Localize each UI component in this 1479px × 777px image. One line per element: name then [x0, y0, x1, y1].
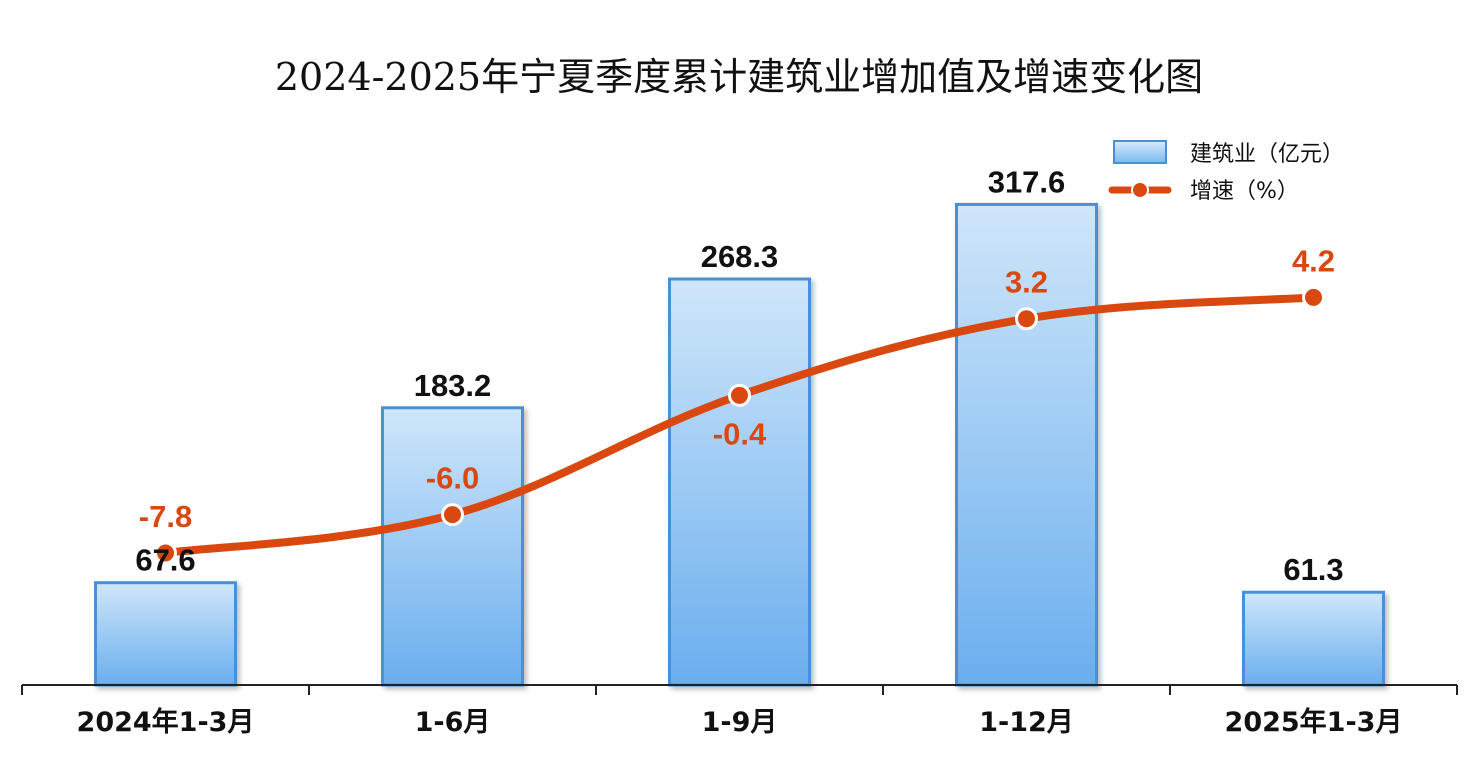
x-tick-label-4: 2025年1-3月: [1225, 706, 1403, 738]
bar-2: [668, 277, 811, 687]
bar-value-label-2: 268.3: [701, 239, 779, 274]
x-tick-label-1: 1-6月: [415, 707, 491, 738]
legend-line-marker: [1131, 181, 1149, 199]
x-tick-label-0: 2024年1-3月: [77, 706, 255, 738]
data-labels: 67.6 183.2 268.3 317.6 61.3 -7.8 -6.0 -0.4 3.2 4.…: [135, 164, 1343, 587]
chart-title: 2024-2025年宁夏季度累计建筑业增加值及增速变化图: [275, 55, 1203, 99]
bar-value-label-3: 317.6: [988, 164, 1066, 199]
bar-value-label-1: 183.2: [414, 368, 492, 403]
bar-3: [955, 202, 1098, 687]
growth-point-1: [441, 503, 464, 527]
growth-line-series: [154, 285, 1325, 565]
legend: 建筑业（亿元） 增速（%）: [1108, 140, 1344, 204]
bar-1: [381, 406, 524, 687]
bar-value-label-4: 61.3: [1283, 552, 1343, 587]
growth-value-label-4: 4.2: [1292, 243, 1335, 278]
bar-4: [1242, 590, 1385, 687]
x-tick-label-3: 1-12月: [979, 707, 1074, 738]
growth-value-label-1: -6.0: [426, 461, 479, 496]
growth-point-2: [728, 383, 751, 407]
growth-value-label-3: 3.2: [1005, 265, 1048, 300]
bar-value-label-0: 67.6: [135, 543, 195, 578]
x-tick-label-2: 1-9月: [702, 707, 778, 738]
growth-value-label-2: -0.4: [713, 416, 767, 451]
growth-point-4: [1302, 285, 1325, 309]
bar-0: [94, 581, 237, 687]
growth-point-3: [1015, 307, 1038, 331]
legend-bar-label: 建筑业（亿元）: [1190, 142, 1344, 167]
legend-line-label: 增速（%）: [1190, 179, 1299, 204]
growth-point-0: [154, 541, 177, 565]
x-axis: 2024年1-3月 1-6月 1-9月 1-12月 2025年1-3月: [21, 684, 1458, 738]
growth-value-label-0: -7.8: [139, 499, 192, 534]
legend-bar-swatch: [1113, 140, 1167, 164]
